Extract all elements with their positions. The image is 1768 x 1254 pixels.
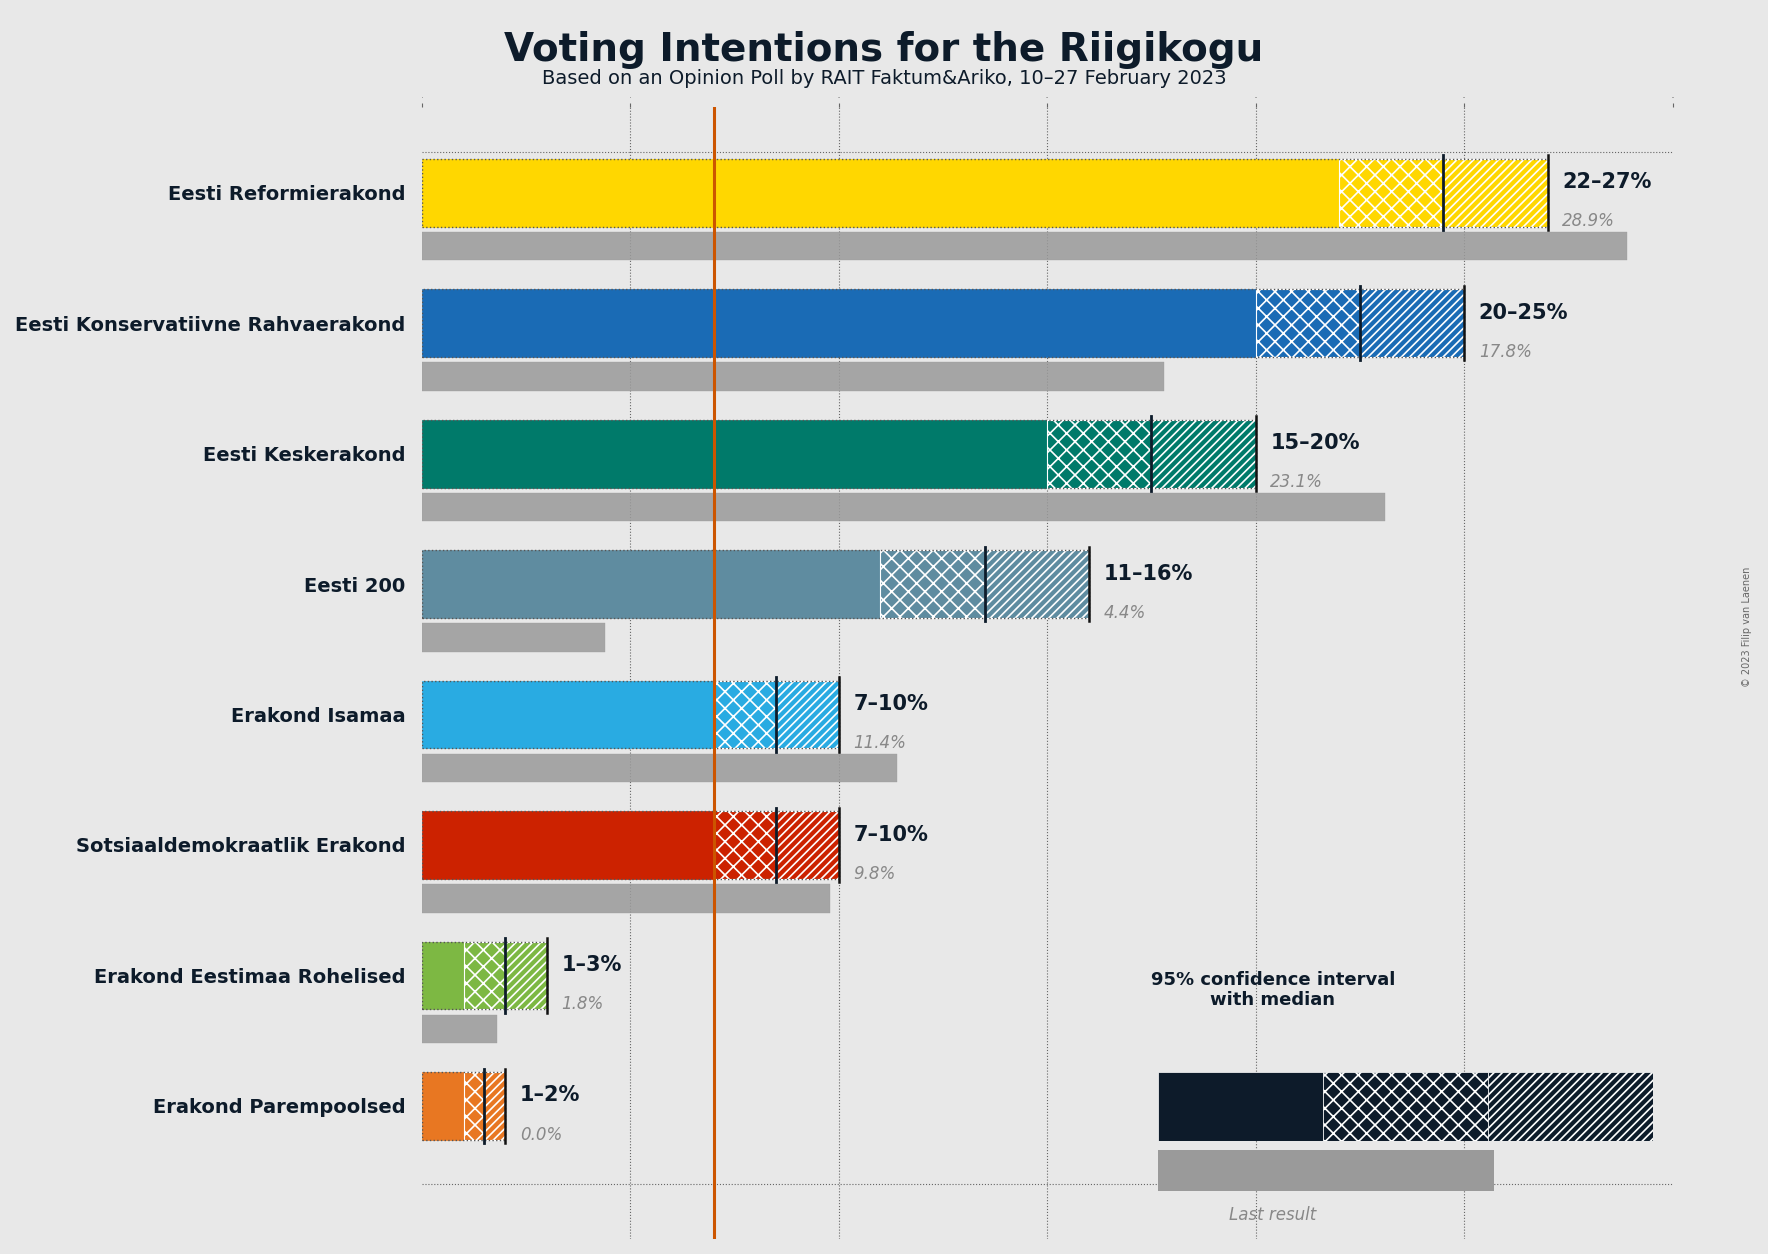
Bar xyxy=(1443,159,1547,227)
Text: 11.4%: 11.4% xyxy=(854,735,907,752)
Text: 0.0%: 0.0% xyxy=(520,1126,562,1144)
Bar xyxy=(985,551,1089,618)
Text: 11–16%: 11–16% xyxy=(1103,563,1193,583)
Bar xyxy=(880,551,985,618)
Bar xyxy=(423,623,605,652)
Bar xyxy=(1047,420,1151,488)
Bar xyxy=(484,1072,506,1140)
Bar xyxy=(714,681,776,749)
Text: 4.4%: 4.4% xyxy=(1103,603,1146,622)
Text: Voting Intentions for the Riigikogu: Voting Intentions for the Riigikogu xyxy=(504,31,1264,69)
Text: Based on an Opinion Poll by RAIT Faktum&Ariko, 10–27 February 2023: Based on an Opinion Poll by RAIT Faktum&… xyxy=(541,69,1227,88)
Bar xyxy=(423,159,1547,227)
Bar xyxy=(423,681,714,749)
Bar xyxy=(423,420,1255,488)
Bar xyxy=(423,493,1384,522)
Bar xyxy=(423,362,1163,391)
Bar xyxy=(1360,290,1464,357)
Text: 20–25%: 20–25% xyxy=(1478,302,1568,322)
Bar xyxy=(1158,1072,1322,1141)
Bar xyxy=(1322,1072,1489,1141)
Bar xyxy=(423,681,838,749)
Text: 17.8%: 17.8% xyxy=(1478,342,1531,361)
Bar xyxy=(506,942,546,1009)
Bar xyxy=(423,290,1255,357)
Bar xyxy=(423,1072,463,1140)
Text: 15–20%: 15–20% xyxy=(1269,433,1360,453)
Bar xyxy=(423,811,714,879)
Bar xyxy=(423,551,880,618)
Text: 7–10%: 7–10% xyxy=(854,693,928,714)
Bar xyxy=(1255,290,1360,357)
Text: 7–10%: 7–10% xyxy=(854,825,928,844)
Bar xyxy=(423,1072,506,1140)
Bar xyxy=(463,942,506,1009)
Text: 1–2%: 1–2% xyxy=(520,1086,580,1106)
Bar xyxy=(423,159,1338,227)
Text: 1–3%: 1–3% xyxy=(562,956,622,976)
Bar xyxy=(714,811,776,879)
Bar xyxy=(1151,420,1255,488)
Bar xyxy=(423,884,831,913)
Bar xyxy=(423,290,1464,357)
Bar xyxy=(423,811,838,879)
Text: 23.1%: 23.1% xyxy=(1269,473,1322,492)
Bar xyxy=(776,811,838,879)
Text: 28.9%: 28.9% xyxy=(1563,212,1614,231)
Text: 9.8%: 9.8% xyxy=(854,865,896,883)
Text: © 2023 Filip van Laenen: © 2023 Filip van Laenen xyxy=(1741,567,1752,687)
Bar xyxy=(776,681,838,749)
Bar xyxy=(423,420,1047,488)
Text: 1.8%: 1.8% xyxy=(562,996,605,1013)
Text: 22–27%: 22–27% xyxy=(1563,172,1651,192)
Bar xyxy=(423,232,1627,261)
Bar xyxy=(463,1072,484,1140)
Bar xyxy=(1489,1072,1653,1141)
Bar xyxy=(423,551,1089,618)
Bar xyxy=(423,942,463,1009)
Bar xyxy=(423,754,896,782)
Text: 95% confidence interval
with median: 95% confidence interval with median xyxy=(1151,971,1395,1009)
Bar xyxy=(423,1014,497,1043)
Bar xyxy=(423,942,546,1009)
Bar xyxy=(1338,159,1443,227)
Text: Last result: Last result xyxy=(1229,1206,1317,1224)
